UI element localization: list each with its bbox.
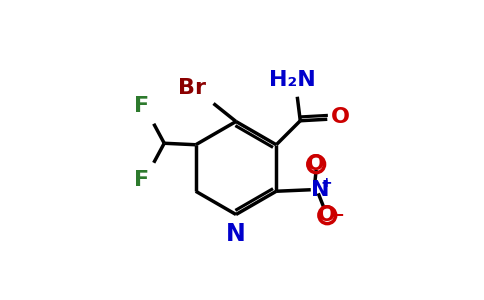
- Text: +: +: [321, 176, 333, 190]
- Text: F: F: [134, 96, 149, 116]
- Text: −: −: [331, 205, 345, 223]
- Text: O: O: [307, 154, 325, 174]
- Text: H₂N: H₂N: [270, 70, 316, 90]
- Text: F: F: [134, 170, 149, 190]
- Text: Br: Br: [178, 77, 206, 98]
- Text: N: N: [311, 180, 330, 200]
- Text: N: N: [226, 222, 246, 246]
- Text: O: O: [318, 205, 336, 225]
- Text: O: O: [331, 107, 350, 127]
